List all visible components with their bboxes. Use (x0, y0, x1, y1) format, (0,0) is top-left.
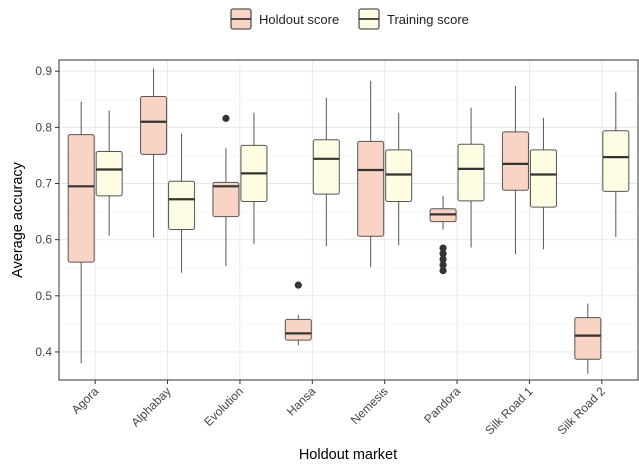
box-holdout (284, 281, 312, 346)
box-body (284, 318, 312, 341)
outlier-point (439, 244, 447, 252)
box-holdout (357, 80, 385, 268)
outlier-point (439, 255, 447, 263)
box-holdout (574, 303, 602, 374)
x-tick-label: Nemesis (348, 384, 391, 427)
x-tick-label: Evolution (201, 384, 246, 429)
grid (59, 60, 638, 381)
y-tick-label: 0.5 (35, 289, 52, 303)
x-tick-label: Pandora (421, 384, 463, 426)
y-tick-label: 0.9 (35, 64, 52, 78)
y-axis-title: Average accuracy (10, 161, 26, 278)
outlier-point (439, 261, 447, 269)
box-training (529, 117, 557, 250)
x-axis: Agora Alphabay Evolution Hansa Nemesis Pandor… (69, 380, 608, 438)
box-training (95, 110, 123, 236)
box-holdout (501, 85, 529, 255)
y-axis: 0.4 0.5 0.6 0.7 0.8 0.9 (35, 64, 59, 359)
x-tick-label: Silk Road 2 (555, 384, 609, 438)
box-body (312, 139, 340, 195)
box-body (95, 151, 123, 197)
box-holdout (140, 68, 168, 238)
x-tick-label: Hansa (284, 384, 319, 419)
x-tick-label: Alphabay (128, 384, 173, 429)
y-tick-label: 0.4 (35, 345, 52, 359)
outlier-point (439, 266, 447, 275)
box-body (140, 95, 168, 155)
y-tick-label: 0.6 (35, 233, 52, 247)
panel-border (58, 59, 639, 381)
box-body (529, 149, 557, 208)
x-tick-label: Silk Road 1 (482, 384, 536, 438)
outlier-point (222, 114, 230, 122)
outlier-point (439, 250, 447, 258)
box-body (212, 181, 240, 218)
box-holdout (429, 195, 457, 275)
box-body (168, 180, 196, 231)
y-tick-label: 0.7 (35, 177, 52, 191)
box-body (457, 143, 485, 202)
box-holdout (67, 101, 95, 364)
box-training (602, 92, 630, 237)
x-axis-title: Holdout market (299, 447, 397, 463)
box-training (240, 112, 268, 245)
box-body (385, 149, 413, 202)
legend-label-training: Training score (387, 12, 469, 27)
box-training (312, 97, 340, 247)
box-holdout (212, 114, 240, 267)
legend: Holdout score Training score (230, 8, 469, 30)
legend-label-holdout: Holdout score (259, 12, 339, 27)
box-body (574, 317, 602, 360)
box-body (67, 134, 95, 263)
box-body (602, 130, 630, 192)
box-training (457, 107, 485, 248)
box-training (385, 112, 413, 246)
box-body (357, 140, 385, 237)
boxes (67, 68, 630, 374)
x-tick-label: Agora (69, 384, 102, 417)
y-tick-label: 0.8 (35, 120, 52, 134)
box-training (168, 133, 196, 273)
outlier-point (294, 281, 302, 289)
box-body (501, 131, 529, 191)
